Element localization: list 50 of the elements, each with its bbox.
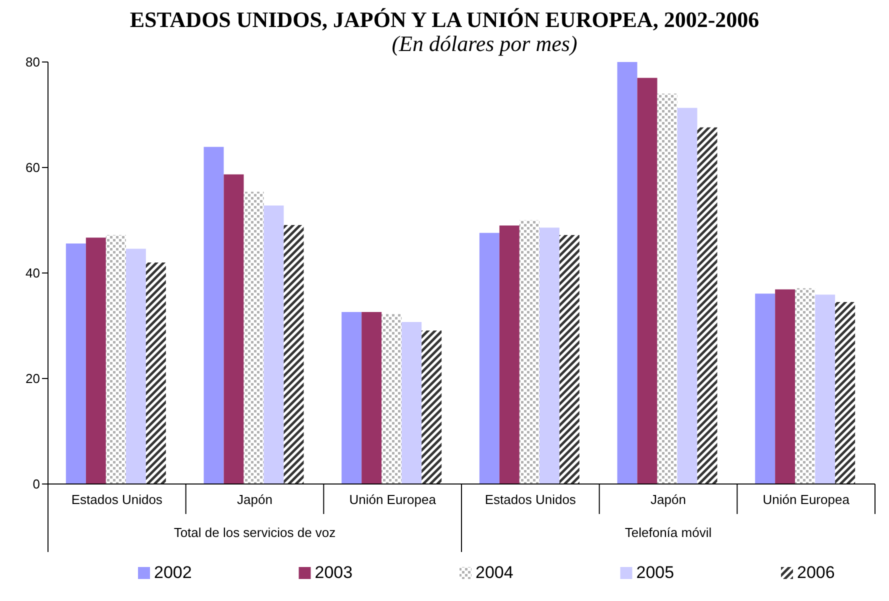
bar <box>795 288 816 484</box>
bar <box>697 127 718 484</box>
bar <box>559 235 580 484</box>
bar <box>66 243 86 484</box>
bar <box>264 205 284 484</box>
legend-label: 2002 <box>154 563 192 582</box>
bar <box>835 302 856 484</box>
bar <box>422 330 442 484</box>
bar <box>204 146 224 484</box>
bar <box>146 262 166 484</box>
bar <box>382 314 402 484</box>
legend-label: 2005 <box>636 563 674 582</box>
x-tick-label: Estados Unidos <box>71 492 163 507</box>
y-tick-label: 0 <box>32 476 40 492</box>
x-tick-label: Unión Europea <box>349 492 437 507</box>
bar <box>815 294 836 484</box>
bar <box>362 312 382 484</box>
x-tick-label: Unión Europea <box>762 492 850 507</box>
bar <box>106 235 126 484</box>
x-tick-label: Japón <box>650 492 686 507</box>
x-tick-label: Estados Unidos <box>484 492 576 507</box>
bar <box>657 94 678 484</box>
legend-label: 2003 <box>314 563 353 582</box>
legend-label: 2004 <box>476 563 514 582</box>
bar <box>617 62 638 484</box>
bar <box>224 174 244 484</box>
bar <box>86 238 106 484</box>
y-tick-label: 80 <box>26 54 40 70</box>
bar <box>479 232 500 484</box>
bar <box>775 289 796 484</box>
bar <box>499 226 520 484</box>
bar <box>284 225 304 484</box>
bar <box>677 108 698 484</box>
legend-label: 2006 <box>797 563 835 582</box>
chart-title: ESTADOS UNIDOS, JAPÓN Y LA UNIÓN EUROPEA, 2002-2006 <box>128 7 760 32</box>
bar <box>244 192 264 484</box>
text: Total de los servicios de voz <box>174 525 336 540</box>
text: Telefonía móvil <box>624 525 712 540</box>
bar <box>402 322 422 484</box>
bar <box>539 228 560 484</box>
y-tick-label: 60 <box>26 160 40 176</box>
chart-subtitle: (En dólares por mes) <box>390 31 578 56</box>
bar <box>755 294 776 484</box>
x-tick-label: Japón <box>237 492 272 507</box>
bar <box>519 220 540 484</box>
bar <box>342 312 362 484</box>
bar <box>637 78 658 484</box>
bar <box>126 248 146 484</box>
y-tick-label: 40 <box>26 266 40 281</box>
y-tick-label: 20 <box>26 371 40 386</box>
